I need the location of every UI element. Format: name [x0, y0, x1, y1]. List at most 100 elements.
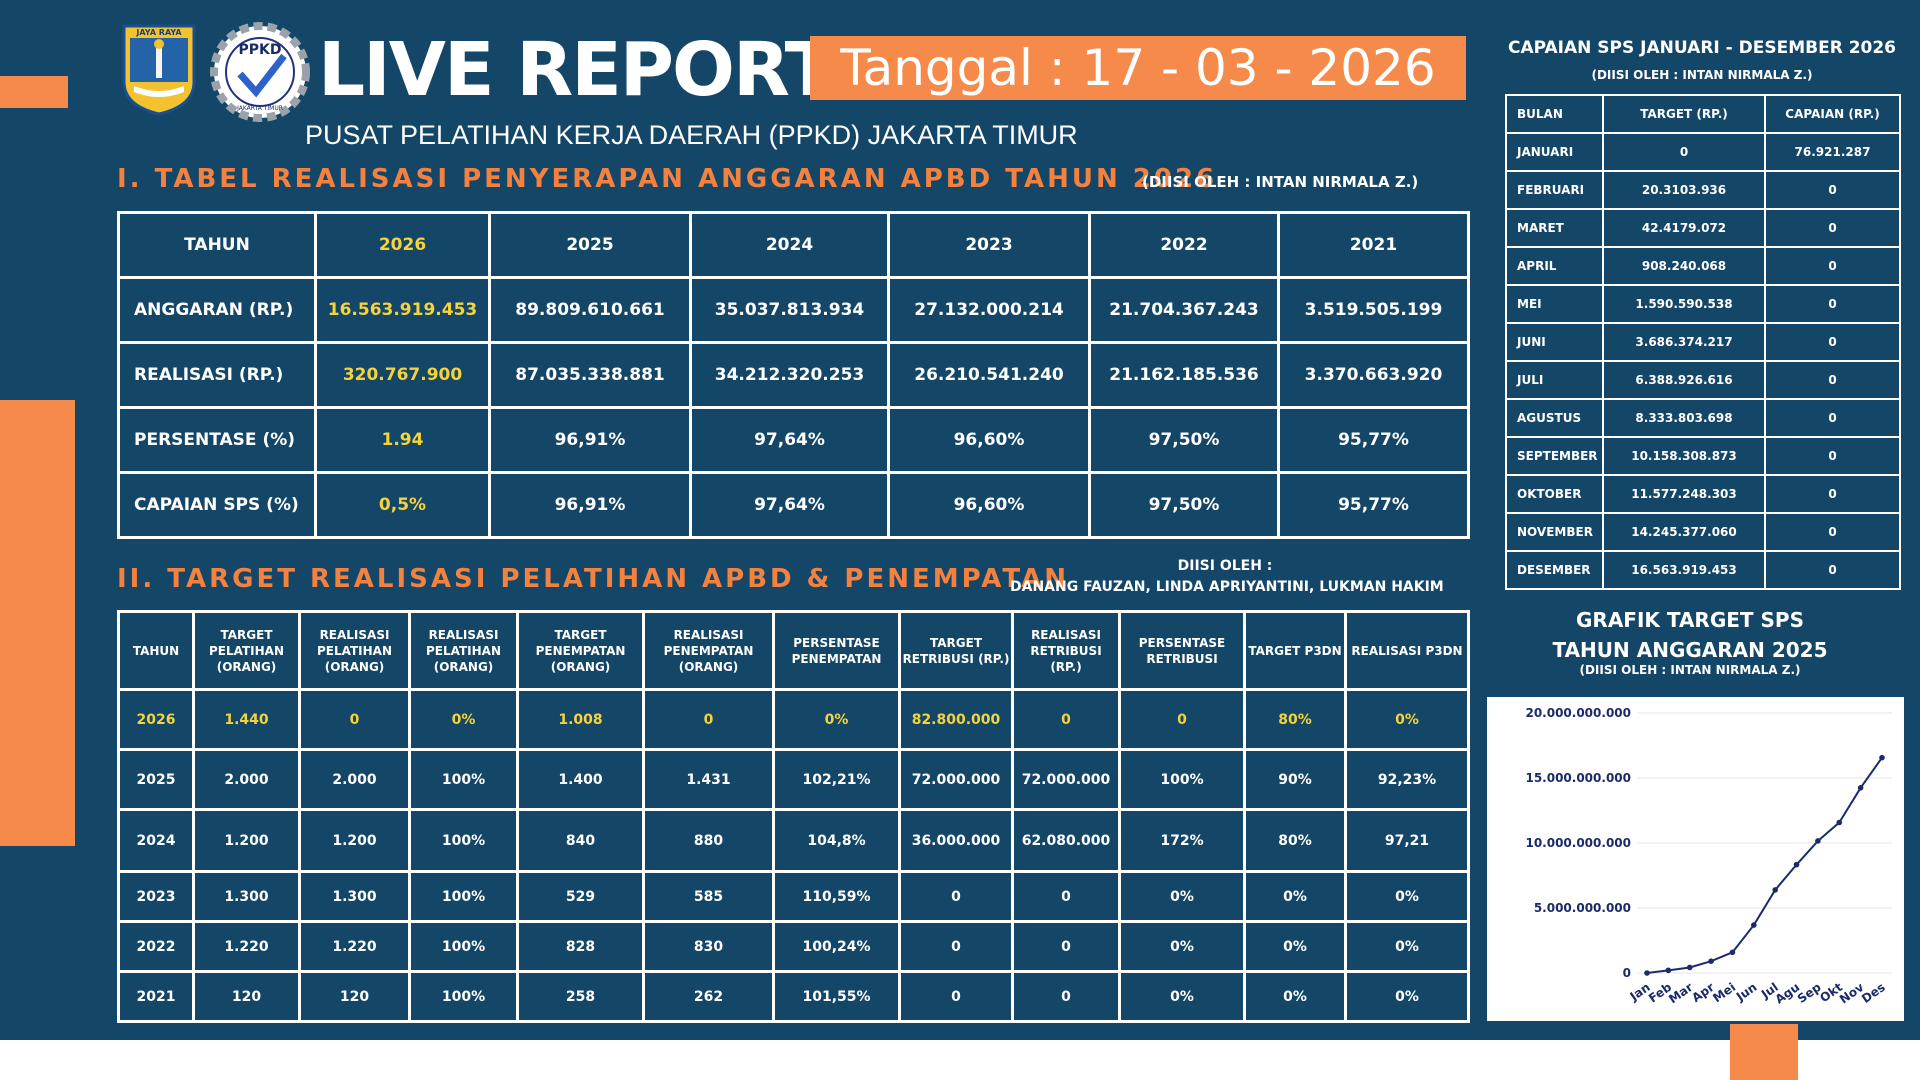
section2-title: II. TARGET REALISASI PELATIHAN APBD & PE… [117, 564, 1069, 594]
table-cell: 27.132.000.214 [887, 276, 1091, 344]
header-cell: 2024 [689, 211, 890, 279]
table-cell: 0 [1602, 132, 1766, 172]
table-cell: 0 [1764, 512, 1901, 552]
table-row: JANUARI 0 76.921.287 [1505, 132, 1901, 172]
table-cell: 0% [1118, 970, 1246, 1023]
data-point [1836, 819, 1843, 826]
table-cell: 3.686.374.217 [1602, 322, 1766, 362]
table-cell: 110,59% [772, 870, 901, 923]
table-cell: 96,91% [488, 406, 692, 474]
table-cell: 100% [408, 920, 519, 973]
table-row: 2023 1.300 1.300 100% 529 585 110,59% 0 … [117, 870, 1470, 923]
y-tick-label: 10.000.000.000 [1525, 836, 1631, 850]
budget-realization-table: TAHUN 2026 2025 2024 2023 2022 2021 ANGG… [117, 211, 1470, 539]
table-cell: 1.220 [298, 920, 411, 973]
table-cell: 1.008 [516, 688, 645, 751]
table-cell: 0 [1011, 870, 1121, 923]
table-cell: 97,21 [1344, 808, 1470, 873]
series-line [1646, 757, 1883, 974]
month-cell: JUNI [1505, 322, 1604, 362]
table-cell: 100% [408, 808, 519, 873]
svg-text:PPKD: PPKD [239, 42, 282, 58]
table-cell: 80% [1243, 808, 1347, 873]
accent-bar-top-left [0, 76, 68, 108]
table-cell: 96,91% [488, 471, 692, 539]
table-cell: 97,64% [689, 406, 890, 474]
header-cell: TAHUN [117, 211, 317, 279]
table-cell: 0 [1764, 170, 1901, 210]
table-header-row: TAHUN TARGET PELATIHAN (ORANG) REALISASI… [117, 610, 1470, 691]
header-cell: REALISASI RETRIBUSI (RP.) [1011, 610, 1121, 691]
table-cell: 0 [1118, 688, 1246, 751]
table-cell: 2022 [117, 920, 195, 973]
table-cell: 1.200 [192, 808, 301, 873]
row-label: CAPAIAN SPS (%) [117, 471, 317, 539]
table-row: AGUSTUS 8.333.803.698 0 [1505, 398, 1901, 438]
table-cell: 1.431 [642, 748, 775, 811]
table-row: OKTOBER 11.577.248.303 0 [1505, 474, 1901, 514]
table-cell: 97,50% [1088, 471, 1280, 539]
table-cell: 96,60% [887, 471, 1091, 539]
x-tick-label: Jun [1733, 980, 1760, 1004]
graph-title: GRAFIK TARGET SPS TAHUN ANGGARAN 2025 [1490, 605, 1890, 665]
header-cell: CAPAIAN (RP.) [1764, 94, 1901, 134]
table-cell: 1.300 [298, 870, 411, 923]
training-placement-table: TAHUN TARGET PELATIHAN (ORANG) REALISASI… [117, 610, 1470, 1023]
month-cell: OKTOBER [1505, 474, 1604, 514]
table-cell: 72.000.000 [1011, 748, 1121, 811]
table-cell: 1.400 [516, 748, 645, 811]
table-cell: 82.800.000 [898, 688, 1014, 751]
month-cell: APRIL [1505, 246, 1604, 286]
table-cell: 0 [1011, 970, 1121, 1023]
month-cell: NOVEMBER [1505, 512, 1604, 552]
capaian-note: (DIISI OLEH : INTAN NIRMALA Z.) [1591, 68, 1813, 82]
y-tick-label: 15.000.000.000 [1525, 771, 1631, 785]
graph-title-line1: GRAFIK TARGET SPS [1576, 608, 1804, 632]
jakarta-emblem-logo: JAYA RAYA [122, 24, 196, 116]
header-cell: TARGET (RP.) [1602, 94, 1766, 134]
data-point [1729, 949, 1736, 956]
table-cell: 320.767.900 [314, 341, 491, 409]
svg-text:JAYA RAYA: JAYA RAYA [135, 28, 182, 37]
header-cell: TARGET PELATIHAN (ORANG) [192, 610, 301, 691]
table-cell: 0% [1344, 688, 1470, 751]
table-cell: 840 [516, 808, 645, 873]
table-cell: 0% [772, 688, 901, 751]
table-row: CAPAIAN SPS (%) 0,5% 96,91% 97,64% 96,60… [117, 471, 1470, 539]
header-cell: TARGET PENEMPATAN (ORANG) [516, 610, 645, 691]
header-cell: 2025 [488, 211, 692, 279]
table-row: SEPTEMBER 10.158.308.873 0 [1505, 436, 1901, 476]
table-cell: 0,5% [314, 471, 491, 539]
row-label: ANGGARAN (RP.) [117, 276, 317, 344]
accent-bar-bottom-right-ext [1730, 1040, 1798, 1080]
report-subtitle: PUSAT PELATIHAN KERJA DAERAH (PPKD) JAKA… [305, 120, 1078, 150]
table-cell: 0 [1764, 284, 1901, 324]
table-cell: 2021 [117, 970, 195, 1023]
table-cell: 1.94 [314, 406, 491, 474]
table-cell: 0 [898, 920, 1014, 973]
table-cell: 14.245.377.060 [1602, 512, 1766, 552]
table-cell: 120 [192, 970, 301, 1023]
data-point [1686, 964, 1693, 971]
table-cell: 0 [1764, 246, 1901, 286]
table-cell: 101,55% [772, 970, 901, 1023]
table-cell: 0% [1243, 920, 1347, 973]
header-cell: REALISASI PENEMPATAN (ORANG) [642, 610, 775, 691]
month-cell: JULI [1505, 360, 1604, 400]
table-cell: 880 [642, 808, 775, 873]
section1-title: I. TABEL REALISASI PENYERAPAN ANGGARAN A… [117, 164, 1218, 194]
header-cell: PERSENTASE PENEMPATAN [772, 610, 901, 691]
table-row: 2025 2.000 2.000 100% 1.400 1.431 102,21… [117, 748, 1470, 811]
table-cell: 0 [1764, 208, 1901, 248]
table-cell: 0% [1344, 970, 1470, 1023]
header-cell: TARGET RETRIBUSI (RP.) [898, 610, 1014, 691]
table-cell: 20.3103.936 [1602, 170, 1766, 210]
table-cell: 1.300 [192, 870, 301, 923]
header-cell: TARGET P3DN [1243, 610, 1347, 691]
month-cell: MARET [1505, 208, 1604, 248]
table-cell: 908.240.068 [1602, 246, 1766, 286]
table-row: REALISASI (RP.) 320.767.900 87.035.338.8… [117, 341, 1470, 409]
table-cell: 0% [1118, 920, 1246, 973]
data-point [1665, 967, 1672, 974]
line-chart-svg: 0 5.000.000.000 10.000.000.000 15.000.000.0… [1525, 706, 1892, 1007]
